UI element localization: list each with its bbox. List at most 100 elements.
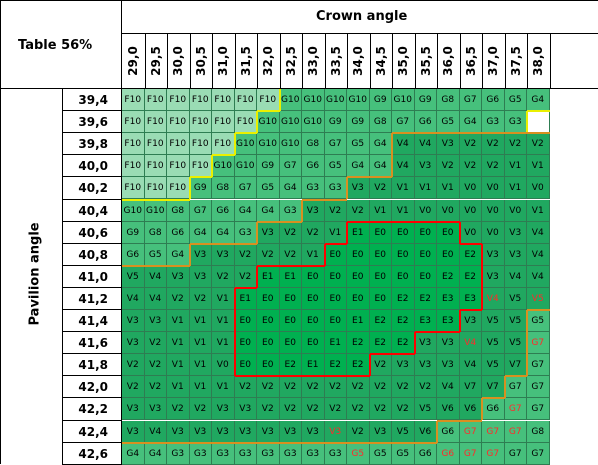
heatmap-cell: V4 [144,265,167,288]
heatmap-cell: V2 [167,287,190,310]
heatmap-cell: E0 [392,243,415,266]
heatmap-cell: V2 [302,398,325,421]
heatmap-cell: V3 [122,398,145,421]
col-header-line [459,34,461,89]
grade-boundary [481,265,483,288]
col-header-line [167,34,168,89]
grade-boundary [234,286,257,289]
grade-boundary [122,198,145,201]
heatmap-cell: E3 [414,310,437,333]
heatmap-cell: V1 [189,332,212,355]
heatmap-cell: E2 [392,287,415,310]
heatmap-cell: V3 [122,420,145,443]
heatmap-cell: V3 [414,332,437,355]
heatmap-cell: G10 [324,89,347,112]
heatmap-cell: V2 [347,398,370,421]
heatmap-cell: F10 [144,155,167,178]
grade-boundary [391,133,393,156]
outer-top [0,0,598,1]
heatmap-cell: G4 [167,243,190,266]
heatmap-cell: E0 [347,265,370,288]
row-header-line [62,242,122,244]
heatmap-cell: G7 [527,332,550,355]
col-header-line [504,34,506,89]
grade-boundary [189,441,212,444]
heatmap-cell: V3 [437,354,460,377]
heatmap-cell: V2 [234,243,257,266]
heatmap-cell: G8 [437,89,460,112]
heatmap-cell: V5 [482,354,505,377]
grade-boundary [526,111,528,134]
heatmap-cell: G8 [302,133,325,156]
grade-boundary [437,331,460,334]
row-header-line [62,132,122,134]
x-tick-label: 32,0 [261,46,276,76]
y-tick-label: 40,2 [78,181,108,196]
grade-boundary [257,441,280,444]
heatmap-cell: V3 [482,265,505,288]
heatmap-cell: E0 [257,287,280,310]
grade-boundary [526,332,528,355]
heatmap-cell: E2 [347,332,370,355]
heatmap-cell: V2 [392,398,415,421]
heatmap-cell: V2 [504,133,527,156]
heatmap-cell: V4 [459,354,482,377]
x-tick-label: 34,0 [351,46,366,76]
col-header-line [189,34,191,89]
heatmap-cell: G9 [414,89,437,112]
grade-boundary [414,441,437,444]
y-tick-label: 41,8 [78,358,108,373]
heatmap-cell: G7 [504,420,527,443]
heatmap-cell: E2 [459,265,482,288]
grade-boundary [414,132,437,135]
heatmap-cell: V2 [347,420,370,443]
grade-boundary [122,264,145,267]
heatmap-cell: E1 [302,354,325,377]
heatmap-cell: G5 [324,155,347,178]
heatmap-cell: G10 [302,111,325,134]
heatmap-cell: G5 [144,243,167,266]
heatmap-cell: V2 [257,398,280,421]
heatmap-cell: G3 [482,111,505,134]
heatmap-cell: G3 [189,442,212,465]
heatmap-cell: G4 [189,221,212,244]
heatmap-cell: V3 [459,310,482,333]
heatmap-cell: V2 [144,332,167,355]
heatmap-cell: V4 [459,332,482,355]
heatmap-cell: E0 [347,243,370,266]
heatmap-cell: F10 [212,89,235,112]
heatmap-cell: V3 [279,420,302,443]
heatmap-cell: F10 [122,133,145,156]
heatmap-cell: V0 [414,199,437,222]
heatmap-cell: V5 [527,287,550,310]
heatmap-cell: V1 [504,177,527,200]
heatmap-cell: E0 [437,221,460,244]
heatmap-cell: V6 [437,398,460,421]
grade-boundary [324,198,347,201]
heatmap-cell: G6 [437,442,460,465]
col-header-line [347,34,348,89]
heatmap-cell: F10 [144,89,167,112]
row-header-line [62,110,122,112]
heatmap-cell: V3 [437,332,460,355]
heatmap-cell: F10 [122,177,145,200]
grade-boundary [233,133,236,156]
heatmap-cell: V6 [459,398,482,421]
heatmap-cell: G9 [257,155,280,178]
grade-boundary [144,264,167,267]
grade-boundary [212,154,235,157]
heatmap-cell: V4 [437,376,460,399]
grade-boundary [257,264,280,267]
heatmap-cell: G4 [279,177,302,200]
heatmap-cell: V2 [257,376,280,399]
grade-boundary [301,199,303,222]
heatmap-cell: E0 [234,332,257,355]
heatmap-cell [527,111,550,134]
heatmap-cell: V4 [504,265,527,288]
heatmap-cell: G8 [212,177,235,200]
row-header-line [62,176,122,178]
heatmap-cell: G5 [369,442,392,465]
heatmap-cell: G7 [392,111,415,134]
heatmap-cell: V2 [347,199,370,222]
heatmap-cell: G5 [392,442,415,465]
